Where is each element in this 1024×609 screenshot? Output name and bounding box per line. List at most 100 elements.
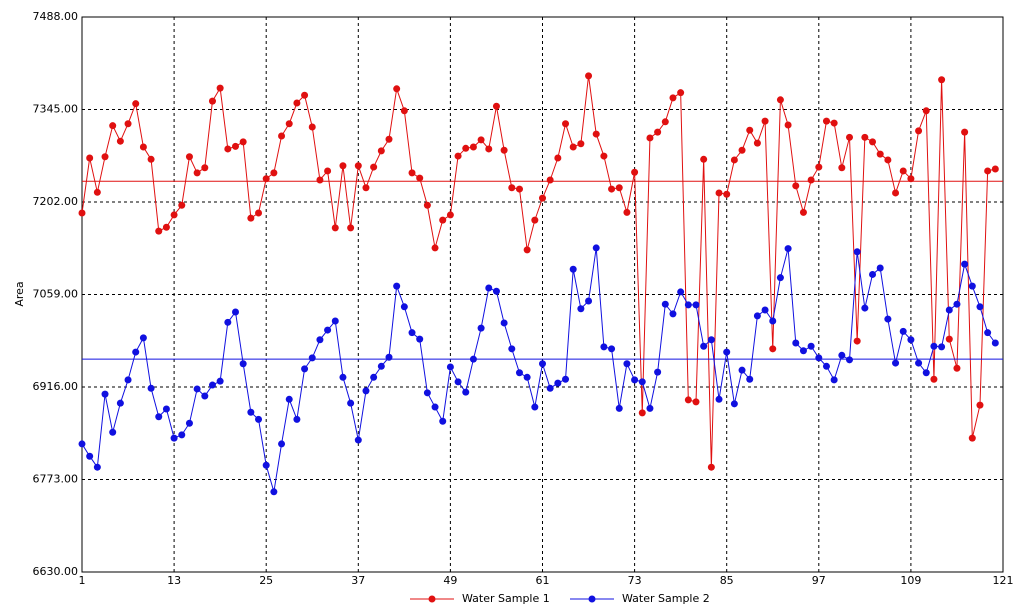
data-point xyxy=(608,345,616,353)
data-point xyxy=(477,324,485,332)
data-point xyxy=(324,326,332,334)
data-point xyxy=(761,306,769,314)
legend-label: Water Sample 1 xyxy=(462,592,550,605)
data-point xyxy=(646,404,654,412)
data-point xyxy=(216,84,224,92)
data-point xyxy=(723,190,731,198)
data-point xyxy=(984,167,992,175)
y-axis-label: Area xyxy=(13,281,26,306)
data-point xyxy=(784,121,792,129)
data-point xyxy=(139,143,147,151)
data-point xyxy=(569,265,577,273)
x-tick-label: 13 xyxy=(167,574,181,587)
data-point xyxy=(339,373,347,381)
data-point xyxy=(661,118,669,126)
data-point xyxy=(170,211,178,219)
data-point xyxy=(776,96,784,104)
data-point xyxy=(677,288,685,296)
data-point xyxy=(416,174,424,182)
data-point xyxy=(316,336,324,344)
data-point xyxy=(416,335,424,343)
data-point xyxy=(239,360,247,368)
data-point xyxy=(377,362,385,370)
data-point xyxy=(462,144,470,152)
data-point xyxy=(638,409,646,417)
data-point xyxy=(523,246,531,254)
data-point xyxy=(646,134,654,142)
data-point xyxy=(869,270,877,278)
data-point xyxy=(876,264,884,272)
data-point xyxy=(884,156,892,164)
data-point xyxy=(554,154,562,162)
data-point xyxy=(539,360,546,368)
data-point xyxy=(101,390,109,398)
data-point xyxy=(270,169,278,177)
data-point xyxy=(523,373,531,381)
data-point xyxy=(331,317,339,325)
y-tick-label: 6916.00 xyxy=(33,380,79,393)
data-point xyxy=(539,194,546,202)
data-point xyxy=(147,384,155,392)
data-point xyxy=(700,342,708,350)
data-point xyxy=(531,216,539,224)
data-point xyxy=(592,244,600,252)
data-point xyxy=(285,120,293,128)
data-point xyxy=(247,214,255,222)
data-point xyxy=(454,378,462,386)
data-point xyxy=(354,162,362,170)
data-point xyxy=(431,403,439,411)
data-point xyxy=(78,440,86,448)
data-point xyxy=(285,395,293,403)
data-point xyxy=(239,138,247,146)
data-point xyxy=(500,146,508,154)
data-point xyxy=(408,169,416,177)
data-point xyxy=(485,284,493,292)
data-point xyxy=(224,318,232,326)
data-point xyxy=(761,117,769,125)
data-point xyxy=(631,376,639,384)
data-point xyxy=(232,308,239,316)
data-point xyxy=(776,274,784,282)
data-point xyxy=(892,359,900,367)
x-tick-label: 121 xyxy=(993,574,1014,587)
data-point xyxy=(792,339,800,347)
data-point xyxy=(807,342,815,350)
data-point xyxy=(331,224,339,232)
data-point xyxy=(869,138,877,146)
data-point xyxy=(792,182,800,190)
data-point xyxy=(577,140,585,148)
x-tick-label: 85 xyxy=(720,574,734,587)
data-point xyxy=(669,94,677,102)
data-point xyxy=(347,224,355,232)
data-point xyxy=(324,167,332,175)
data-point xyxy=(155,413,163,421)
data-point xyxy=(101,153,109,161)
legend-marker xyxy=(428,595,436,603)
data-point xyxy=(562,120,570,128)
data-point xyxy=(769,345,777,353)
data-point xyxy=(638,378,646,386)
data-point xyxy=(938,76,946,84)
data-point xyxy=(208,97,216,105)
data-point xyxy=(423,389,431,397)
data-point xyxy=(838,164,846,172)
data-point xyxy=(109,122,117,130)
data-point xyxy=(508,184,516,192)
data-point xyxy=(968,282,976,290)
data-point xyxy=(224,145,232,153)
data-point xyxy=(492,102,500,110)
data-point xyxy=(569,143,577,151)
data-point xyxy=(822,362,830,370)
data-point xyxy=(807,176,815,184)
data-point xyxy=(155,227,163,235)
data-point xyxy=(577,305,585,313)
y-tick-label: 6630.00 xyxy=(33,565,79,578)
data-point xyxy=(615,404,623,412)
data-point xyxy=(953,300,961,308)
data-point xyxy=(201,164,209,172)
data-point xyxy=(262,175,270,183)
y-tick-label: 7202.00 xyxy=(33,195,79,208)
y-tick-label: 7059.00 xyxy=(33,288,79,301)
data-point xyxy=(78,209,86,217)
data-point xyxy=(278,440,286,448)
